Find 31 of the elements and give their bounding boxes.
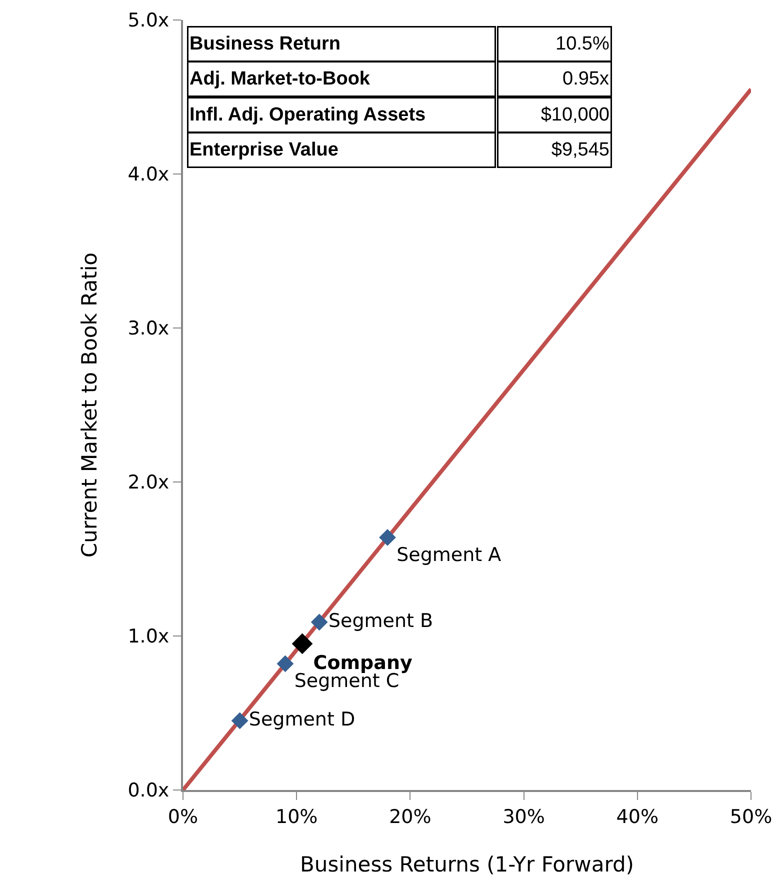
y-axis-title: Current Market to Book Ratio bbox=[77, 252, 102, 558]
y-tick-label: 4.0x bbox=[128, 164, 170, 186]
point bbox=[292, 633, 313, 654]
x-axis-title: Business Returns (1-Yr Forward) bbox=[300, 852, 634, 876]
series-label: Segment A bbox=[396, 544, 502, 566]
point bbox=[310, 614, 328, 631]
x-tick-label: 50% bbox=[730, 806, 772, 828]
series-label: Segment B bbox=[328, 610, 434, 632]
annotation: Adj. Market-to-Book bbox=[190, 68, 370, 90]
y-tick-label: 2.0x bbox=[128, 472, 170, 494]
x-tick-label: 30% bbox=[502, 806, 545, 828]
annotation: 10.5% bbox=[556, 34, 610, 54]
point bbox=[276, 655, 294, 672]
x-tick-label: 0% bbox=[168, 806, 198, 828]
annotation: Infl. Adj. Operating Assets bbox=[190, 104, 426, 126]
x-tick-label: 20% bbox=[389, 806, 432, 828]
annotation: Business Return bbox=[190, 34, 340, 54]
y-tick-label: 0.0x bbox=[128, 780, 170, 802]
y-tick-label: 5.0x bbox=[128, 10, 170, 32]
y-tick-label: 1.0x bbox=[128, 626, 170, 648]
annotation: $9,545 bbox=[551, 140, 610, 160]
x-tick-label: 10% bbox=[275, 806, 318, 828]
y-tick-label: 3.0x bbox=[128, 318, 170, 340]
point bbox=[379, 528, 396, 546]
series-label: Segment D bbox=[248, 708, 356, 730]
x-tick-label: 40% bbox=[616, 806, 659, 828]
annotation: Enterprise Value bbox=[190, 140, 338, 160]
annotation: $10,000 bbox=[540, 104, 610, 126]
annotation: 0.95x bbox=[562, 68, 610, 90]
point bbox=[231, 712, 248, 730]
series-label: Company bbox=[313, 652, 414, 674]
